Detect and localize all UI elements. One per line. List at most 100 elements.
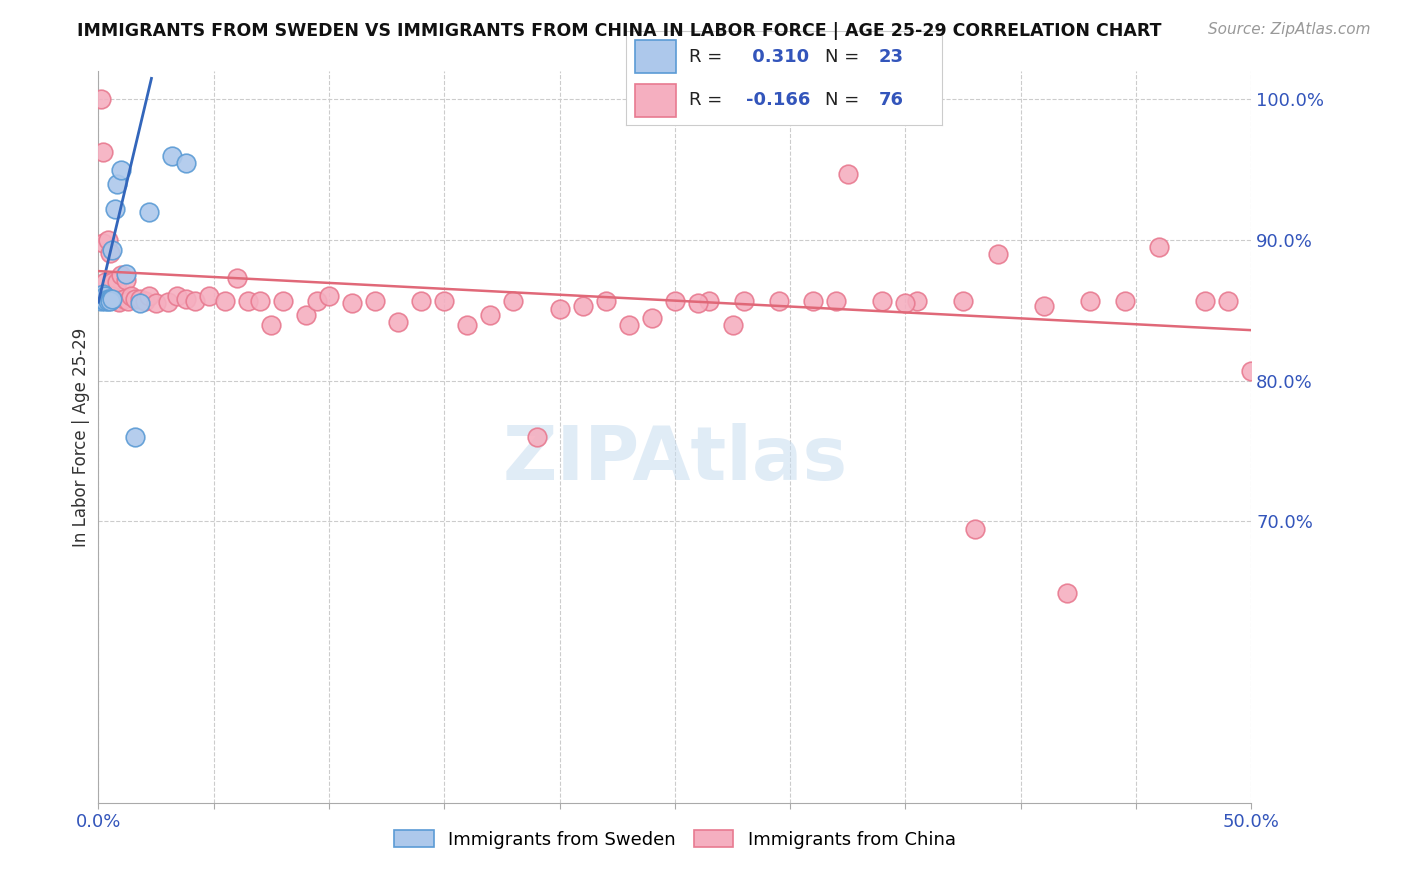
Point (105, 177, 128, 191)
Point (595, 293, 617, 308)
Point (1147, 240, 1170, 254)
Point (91, 292, 114, 306)
Point (837, 167, 859, 181)
Point (260, 318, 283, 332)
Point (90, 289, 112, 303)
Point (166, 289, 188, 303)
Point (872, 293, 894, 308)
Point (952, 293, 974, 308)
Point (249, 293, 271, 308)
Point (238, 293, 260, 308)
Point (98, 292, 121, 306)
Point (411, 293, 433, 308)
Point (825, 293, 848, 308)
Point (721, 318, 744, 332)
Point (364, 293, 387, 308)
Text: 76: 76 (879, 91, 904, 109)
Point (115, 267, 138, 281)
Point (1194, 293, 1216, 308)
Point (97, 292, 120, 306)
Point (94, 292, 117, 306)
Point (124, 292, 146, 306)
Point (98, 293, 121, 308)
Point (479, 308, 502, 322)
Legend: Immigrants from Sweden, Immigrants from China: Immigrants from Sweden, Immigrants from … (387, 822, 963, 856)
Text: R =: R = (689, 47, 728, 65)
Point (91, 286, 114, 301)
Point (1114, 293, 1136, 308)
Point (138, 289, 160, 303)
FancyBboxPatch shape (636, 39, 676, 73)
Point (138, 205, 160, 219)
Text: Source: ZipAtlas.com: Source: ZipAtlas.com (1208, 22, 1371, 37)
Text: IMMIGRANTS FROM SWEDEN VS IMMIGRANTS FROM CHINA IN LABOR FORCE | AGE 25-29 CORRE: IMMIGRANTS FROM SWEDEN VS IMMIGRANTS FRO… (77, 22, 1161, 40)
Point (617, 318, 640, 332)
Point (101, 292, 124, 306)
Point (1218, 293, 1240, 308)
Point (307, 293, 329, 308)
Point (120, 289, 142, 303)
Point (134, 293, 156, 308)
Point (90, 293, 112, 308)
Point (548, 302, 571, 317)
Point (963, 522, 986, 536)
Point (117, 293, 139, 308)
Point (1032, 299, 1054, 313)
Point (101, 289, 124, 303)
Point (160, 149, 183, 163)
Point (129, 296, 152, 310)
Point (145, 296, 167, 310)
Point (1240, 364, 1263, 378)
Point (184, 293, 207, 308)
Point (103, 292, 125, 306)
Point (115, 272, 138, 286)
Point (664, 293, 686, 308)
Point (801, 293, 824, 308)
Point (295, 308, 318, 322)
Point (174, 292, 197, 306)
Point (94, 276, 117, 290)
Point (214, 293, 236, 308)
Point (110, 162, 132, 177)
Point (1078, 293, 1101, 308)
Point (91, 145, 114, 159)
Text: N =: N = (825, 47, 865, 65)
Point (526, 430, 548, 444)
Y-axis label: In Labor Force | Age 25-29: In Labor Force | Age 25-29 (72, 327, 90, 547)
Point (433, 293, 456, 308)
Point (112, 292, 135, 306)
Point (198, 289, 221, 303)
Text: 23: 23 (879, 47, 904, 65)
FancyBboxPatch shape (636, 84, 676, 118)
Point (94, 292, 117, 306)
Point (103, 202, 125, 217)
Point (905, 293, 928, 308)
Point (94, 293, 117, 308)
Point (110, 268, 132, 283)
Point (98, 292, 121, 306)
Point (97, 293, 120, 308)
Point (733, 293, 755, 308)
Point (318, 289, 340, 303)
Point (987, 247, 1010, 261)
Point (571, 299, 593, 313)
Point (156, 295, 179, 310)
Point (97, 292, 120, 306)
Text: R =: R = (689, 91, 728, 109)
Text: -0.166: -0.166 (747, 91, 810, 109)
Point (97, 233, 120, 247)
Point (894, 296, 917, 310)
Point (641, 310, 664, 325)
Point (91, 235, 114, 250)
Point (90, 93, 112, 107)
Point (768, 293, 790, 308)
Point (174, 156, 197, 170)
Point (340, 296, 363, 310)
Point (129, 292, 152, 306)
Text: N =: N = (825, 91, 865, 109)
Point (225, 271, 247, 285)
Point (90, 292, 112, 306)
Point (271, 293, 294, 308)
Point (105, 276, 128, 290)
Point (124, 430, 146, 444)
